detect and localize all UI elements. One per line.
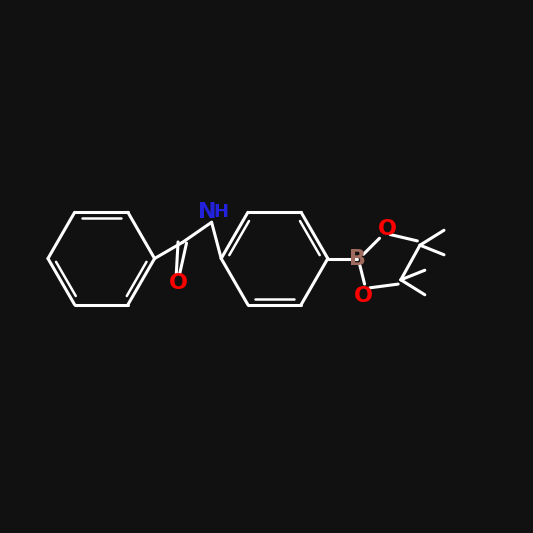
Text: O: O <box>168 273 188 293</box>
Text: O: O <box>377 219 397 239</box>
Text: B: B <box>349 248 366 269</box>
Text: H: H <box>214 203 229 221</box>
Text: N: N <box>198 201 216 222</box>
Text: O: O <box>354 286 373 306</box>
